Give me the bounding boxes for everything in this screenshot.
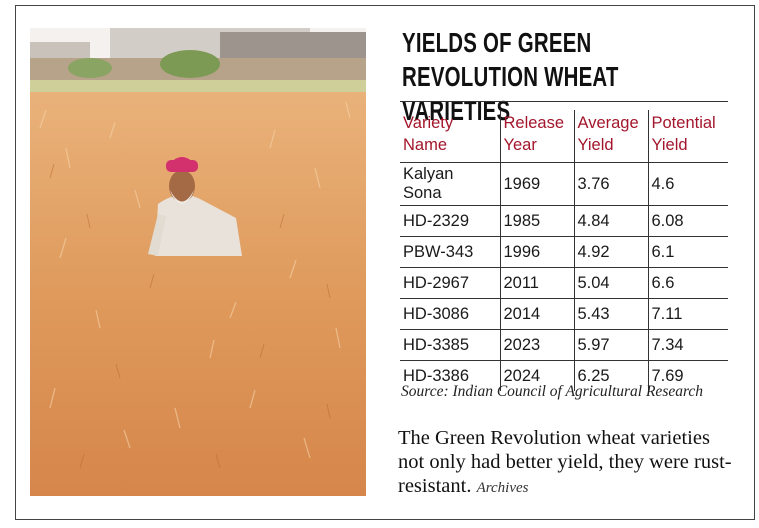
table-row: Kalyan Sona 1969 3.76 4.6	[400, 162, 728, 206]
caption: The Green Revolution wheat varieties not…	[398, 426, 738, 500]
table-cell: 2023	[499, 329, 574, 361]
table-cell: 1969	[499, 162, 574, 206]
source: Source: Indian Council of Agricultural R…	[401, 383, 704, 400]
table-cell: 1985	[499, 205, 574, 237]
table-row: PBW-343 1996 4.92 6.1	[400, 236, 728, 268]
table-cell: 5.43	[573, 298, 648, 330]
yield-table: Variety Name Release Year Average Yield Pot…	[400, 110, 728, 391]
table-cell: Kalyan Sona	[400, 162, 500, 206]
table-cell: 4.84	[573, 205, 648, 237]
table-cell: 2011	[499, 267, 574, 299]
table-cell: 4.6	[647, 162, 728, 206]
table-cell: 1996	[499, 236, 574, 268]
table-cell: HD-3386	[403, 366, 470, 385]
table-cell: HD-3385	[400, 329, 500, 361]
header-cell: Potential Yield	[647, 110, 728, 163]
title-rule	[400, 101, 728, 102]
table-row: HD-3386 2024 6.25 7.69	[400, 360, 728, 391]
table-cell: 2024	[499, 360, 574, 391]
table-cell: 7.11	[647, 298, 728, 330]
table-cell: 6.6	[647, 267, 728, 299]
table-cell: 6.08	[647, 205, 728, 237]
table-cell: PBW-343	[400, 236, 500, 268]
table-cell: 6.1	[647, 236, 728, 268]
header-row: Variety Name Release Year Average Yield Pot…	[400, 110, 728, 163]
table-body: Variety Name Release Year Average Yield Pot…	[400, 110, 728, 391]
header-cell: Variety Name	[400, 110, 500, 163]
header-text: Release Year	[503, 114, 565, 154]
table-cell: HD-3086	[400, 298, 500, 330]
frame	[15, 5, 755, 520]
table-row: HD-3086 2014 5.43 7.11	[400, 298, 728, 330]
caption-text: The Green Revolution wheat varieties not…	[398, 427, 732, 497]
table-cell: 7.69	[647, 360, 728, 391]
table-cell: HD-2329	[400, 205, 500, 237]
header-cell: Average Yield	[573, 110, 648, 163]
header-text: Potential Yield	[651, 114, 716, 154]
table-cell: 3.76	[573, 162, 648, 206]
table-row: HD-3385 2023 5.97 7.34	[400, 329, 728, 361]
photo-credit: Archives	[476, 480, 529, 496]
table-cell: 6.25	[573, 360, 648, 391]
photo	[30, 28, 366, 496]
table-cell: 5.97	[573, 329, 648, 361]
table-cell: 2014	[499, 298, 574, 330]
header-text: Variety Name	[403, 114, 454, 154]
table-cell: 7.34	[647, 329, 728, 361]
table-row: HD-2967 2011 5.04 6.6	[400, 267, 728, 299]
header-text: Average Yield	[577, 114, 639, 154]
table-cell: HD-2967	[400, 267, 500, 299]
table-cell: 4.92	[573, 236, 648, 268]
table-row: HD-2329 1985 4.84 6.08	[400, 205, 728, 237]
table-cell: 5.04	[573, 267, 648, 299]
header-cell: Release Year	[499, 110, 574, 163]
